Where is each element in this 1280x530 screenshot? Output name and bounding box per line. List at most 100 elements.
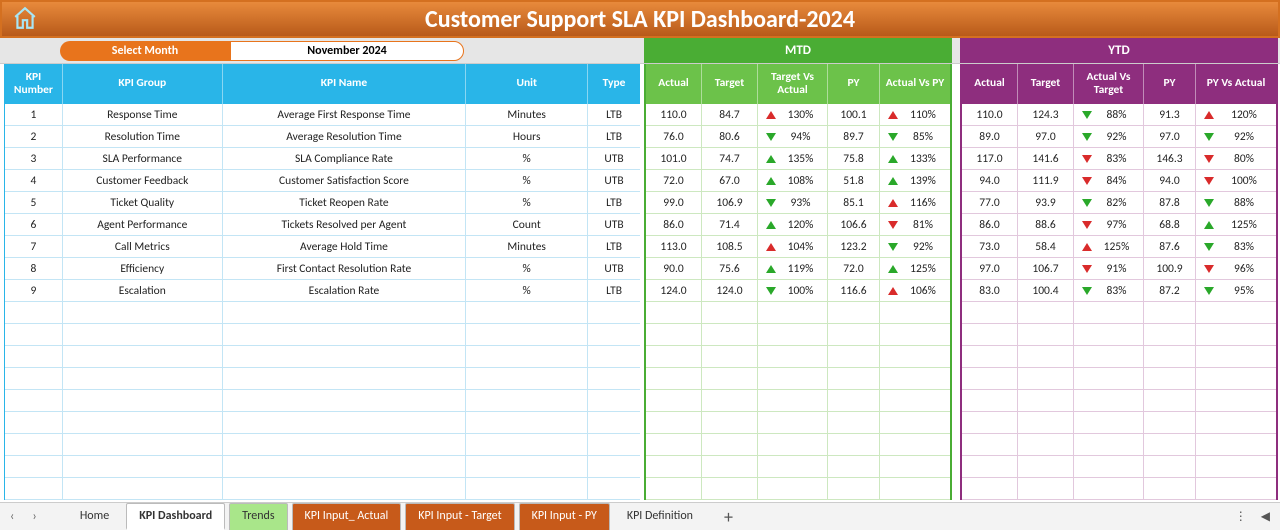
tab-options-icon[interactable]: ⋮: [1235, 509, 1247, 524]
table-row-empty: [5, 390, 640, 412]
cell-empty: [63, 434, 223, 456]
cell-empty: [63, 412, 223, 434]
cell-empty: [1196, 478, 1276, 500]
sheet-tab[interactable]: KPI Dashboard: [126, 503, 225, 530]
cell-m_target: 74.7: [702, 148, 758, 170]
cell-m_avp: 85%: [880, 126, 950, 148]
cell-group: Agent Performance: [63, 214, 223, 236]
header-group: KPI Group: [63, 64, 223, 104]
cell-empty: [962, 390, 1018, 412]
table-row: 77.093.982%87.888%: [962, 192, 1276, 214]
cell-type: UTB: [588, 170, 640, 192]
table-row: 4Customer FeedbackCustomer Satisfaction …: [5, 170, 640, 192]
cell-empty: [758, 368, 828, 390]
sheet-tab[interactable]: KPI Definition: [614, 503, 706, 530]
cell-empty: [1144, 434, 1196, 456]
cell-unit: %: [466, 170, 588, 192]
cell-y_avt: 84%: [1074, 170, 1144, 192]
sheet-tab[interactable]: KPI Input - PY: [519, 503, 610, 530]
sheet-tab[interactable]: Home: [67, 503, 122, 530]
sheet-tab[interactable]: Trends: [229, 503, 287, 530]
grid-area: KPINumberKPI GroupKPI NameUnitType 1Resp…: [4, 64, 1278, 500]
cell-m_tva: 119%: [758, 258, 828, 280]
cell-empty: [223, 390, 467, 412]
table-row: 86.071.4120%106.681%: [646, 214, 950, 236]
sheet-tab[interactable]: KPI Input_ Actual: [292, 503, 402, 530]
cell-y_actual: 110.0: [962, 104, 1018, 126]
cell-y_py: 94.0: [1144, 170, 1196, 192]
cell-name: Tickets Resolved per Agent: [223, 214, 467, 236]
cell-m_py: 51.8: [828, 170, 880, 192]
cell-y_actual: 97.0: [962, 258, 1018, 280]
header-y_py: PY: [1144, 64, 1196, 104]
cell-empty: [702, 478, 758, 500]
cell-empty: [1018, 302, 1074, 324]
cell-y_avt: 82%: [1074, 192, 1144, 214]
cell-y_actual: 117.0: [962, 148, 1018, 170]
table-row-empty: [5, 456, 640, 478]
cell-y_actual: 94.0: [962, 170, 1018, 192]
cell-m_avp: 116%: [880, 192, 950, 214]
cell-y_avt: 83%: [1074, 280, 1144, 302]
tab-nav-arrows[interactable]: ‹ ›: [10, 509, 37, 524]
cell-empty: [880, 324, 950, 346]
cell-num: 9: [5, 280, 63, 302]
cell-empty: [962, 478, 1018, 500]
cell-unit: %: [466, 148, 588, 170]
table-row: 83.0100.483%87.295%: [962, 280, 1276, 302]
cell-empty: [223, 456, 467, 478]
cell-empty: [758, 478, 828, 500]
cell-y_py: 146.3: [1144, 148, 1196, 170]
table-row-empty: [5, 324, 640, 346]
cell-empty: [758, 346, 828, 368]
cell-y_avt: 83%: [1074, 148, 1144, 170]
cell-unit: Minutes: [466, 104, 588, 126]
add-sheet-button[interactable]: +: [724, 506, 733, 528]
tab-scroll-left-icon[interactable]: ◀: [1261, 509, 1270, 524]
cell-empty: [1196, 368, 1276, 390]
cell-y_avt: 125%: [1074, 236, 1144, 258]
home-icon[interactable]: [12, 5, 38, 31]
cell-unit: Minutes: [466, 236, 588, 258]
cell-y_pva: 80%: [1196, 148, 1276, 170]
cell-empty: [63, 390, 223, 412]
cell-empty: [962, 434, 1018, 456]
tab-next-icon[interactable]: ›: [32, 509, 36, 524]
cell-y_target: 100.4: [1018, 280, 1074, 302]
cell-empty: [828, 324, 880, 346]
header-m_py: PY: [828, 64, 880, 104]
header-y_avt: Actual Vs Target: [1074, 64, 1144, 104]
cell-empty: [223, 346, 467, 368]
cell-empty: [702, 346, 758, 368]
sheet-tab[interactable]: KPI Input - Target: [405, 503, 514, 530]
table-row-empty: [646, 346, 950, 368]
cell-empty: [63, 346, 223, 368]
cell-empty: [828, 368, 880, 390]
cell-empty: [1018, 368, 1074, 390]
trend-up-icon: [888, 199, 898, 207]
header-y_target: Target: [1018, 64, 1074, 104]
table-row-empty: [646, 390, 950, 412]
cell-empty: [5, 368, 63, 390]
cell-empty: [1196, 434, 1276, 456]
cell-empty: [5, 302, 63, 324]
tab-prev-icon[interactable]: ‹: [10, 509, 14, 524]
cell-empty: [702, 456, 758, 478]
cell-empty: [63, 302, 223, 324]
cell-empty: [828, 456, 880, 478]
month-selector[interactable]: November 2024: [230, 41, 464, 61]
cell-m_actual: 72.0: [646, 170, 702, 192]
trend-up-icon: [888, 155, 898, 163]
cell-empty: [646, 390, 702, 412]
header-m_actual: Actual: [646, 64, 702, 104]
cell-unit: %: [466, 258, 588, 280]
cell-empty: [880, 302, 950, 324]
cell-empty: [5, 478, 63, 500]
cell-y_actual: 73.0: [962, 236, 1018, 258]
cell-empty: [880, 434, 950, 456]
cell-y_pva: 95%: [1196, 280, 1276, 302]
cell-empty: [588, 324, 640, 346]
cell-m_tva: 108%: [758, 170, 828, 192]
cell-m_target: 75.6: [702, 258, 758, 280]
cell-empty: [758, 412, 828, 434]
